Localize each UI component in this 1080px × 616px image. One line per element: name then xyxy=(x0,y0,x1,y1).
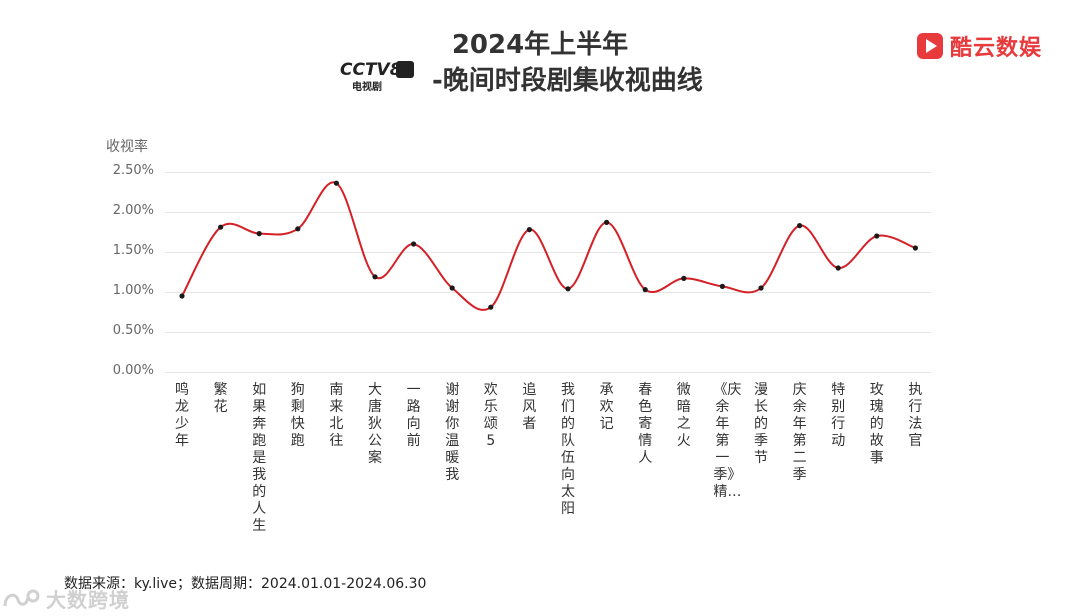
cctv-logo-text: CCTV8 xyxy=(340,60,402,80)
data-point xyxy=(565,286,571,292)
play-icon xyxy=(917,33,943,59)
x-tick-label: 微暗之火 xyxy=(676,382,691,449)
x-tick-label: 一路向前 xyxy=(406,382,421,449)
data-point xyxy=(642,287,648,293)
x-tick-label: 漫长的季节 xyxy=(754,382,768,466)
y-tick-label: 0.00% xyxy=(112,363,154,378)
data-point xyxy=(295,226,301,232)
gridline xyxy=(165,252,931,253)
data-source-note: 数据来源：ky.live；数据周期：2024.01.01-2024.06.30 xyxy=(64,576,427,592)
data-points xyxy=(179,180,919,310)
x-tick-label: 承欢记 xyxy=(599,382,614,432)
watermark-logo-icon xyxy=(3,589,40,606)
y-tick-label: 1.50% xyxy=(112,243,154,258)
brand-logo: 酷云数娱 xyxy=(916,30,1042,62)
watermark-text: 大数跨境 xyxy=(46,588,130,612)
data-point xyxy=(333,180,339,186)
y-axis-label: 收视率 xyxy=(106,139,148,155)
x-tick-label: 繁花 xyxy=(213,382,228,415)
y-tick-label: 0.50% xyxy=(112,323,154,338)
x-tick-label: 大唐狄公案 xyxy=(368,382,382,466)
data-point xyxy=(797,223,803,229)
x-tick-label: 执行法官 xyxy=(908,382,923,449)
chart-title-line2: -晚间时段剧集收视曲线 xyxy=(432,66,703,96)
x-tick-label: 庆余年第二季 xyxy=(792,382,807,483)
x-tick-label: 欢乐颂5 xyxy=(483,382,498,449)
x-tick-label: 春色寄情人 xyxy=(638,382,653,466)
watermark: 大数跨境 xyxy=(2,584,130,613)
brand-name: 酷云数娱 xyxy=(950,36,1043,61)
x-tick-label: 狗剩快跑 xyxy=(290,382,305,449)
data-point xyxy=(912,245,919,251)
data-point xyxy=(372,274,378,280)
data-point xyxy=(758,285,764,291)
gridline xyxy=(165,212,931,213)
chart-title-line1: 2024年上半年 xyxy=(451,30,629,60)
x-tick-label: 特别行动 xyxy=(831,382,846,449)
gridline xyxy=(165,172,931,173)
data-point xyxy=(488,304,494,310)
cctv-logo-sub: 电视剧 xyxy=(352,80,382,93)
x-tick-label: 南来北往 xyxy=(329,382,344,449)
data-point xyxy=(526,227,533,233)
x-tick-label: 如果奔跑是我的人生 xyxy=(252,382,267,534)
data-point xyxy=(681,275,687,281)
data-point xyxy=(874,233,880,239)
data-point xyxy=(719,283,726,289)
x-tick-label: 谢谢你温暖我 xyxy=(445,382,460,483)
data-point xyxy=(256,231,262,237)
data-point xyxy=(179,293,185,299)
data-point xyxy=(604,219,610,225)
data-point xyxy=(411,241,417,247)
gridline xyxy=(165,372,931,373)
data-point xyxy=(449,285,455,291)
x-tick-label: 追风者 xyxy=(522,382,537,432)
data-point xyxy=(835,265,841,271)
gridline xyxy=(165,332,931,333)
x-tick-label: 我们的队伍向太阳 xyxy=(561,382,575,517)
x-tick-label: 《庆余年第一季》精… xyxy=(713,382,742,500)
y-tick-label: 2.50% xyxy=(112,163,154,178)
data-point xyxy=(218,224,224,230)
gridline xyxy=(165,292,931,293)
y-tick-label: 1.00% xyxy=(112,283,154,298)
cctv8-logo: CCTV8 电视剧 xyxy=(340,60,414,93)
x-tick-label: 玫瑰的故事 xyxy=(869,382,884,466)
x-tick-label: 鸣龙少年 xyxy=(175,382,189,449)
y-tick-label: 2.00% xyxy=(112,203,154,218)
series-line xyxy=(181,181,916,311)
